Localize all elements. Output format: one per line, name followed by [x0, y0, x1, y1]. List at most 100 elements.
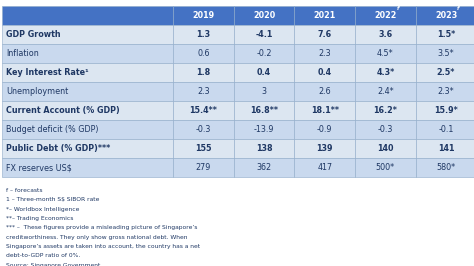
Bar — [234, 63, 294, 82]
Text: 2.6: 2.6 — [319, 87, 331, 96]
Text: 500*: 500* — [376, 163, 395, 172]
Bar — [2, 63, 173, 82]
Text: 18.1**: 18.1** — [310, 106, 339, 115]
Text: Singapore’s assets are taken into account, the country has a net: Singapore’s assets are taken into accoun… — [6, 244, 200, 249]
Bar — [234, 158, 294, 177]
Text: *** –  These figures provide a misleading picture of Singapore’s: *** – These figures provide a misleading… — [6, 226, 197, 230]
Text: 3: 3 — [262, 87, 266, 96]
Text: 16.2*: 16.2* — [374, 106, 397, 115]
Text: -0.3: -0.3 — [196, 125, 211, 134]
Bar — [294, 158, 355, 177]
Bar — [355, 25, 416, 44]
Text: 140: 140 — [377, 144, 393, 153]
Text: 1 – Three-month S$ SIBOR rate: 1 – Three-month S$ SIBOR rate — [6, 197, 99, 202]
Text: creditworthiness. They only show gross national debt. When: creditworthiness. They only show gross n… — [6, 235, 187, 240]
Text: f: f — [457, 6, 459, 11]
Text: 2.3*: 2.3* — [438, 87, 455, 96]
Bar — [294, 139, 355, 158]
Bar — [173, 158, 234, 177]
Bar — [234, 139, 294, 158]
Text: -4.1: -4.1 — [255, 30, 273, 39]
Text: 279: 279 — [196, 163, 211, 172]
Bar — [416, 82, 474, 101]
Bar — [2, 158, 173, 177]
Text: 2023: 2023 — [435, 11, 457, 20]
Bar — [234, 25, 294, 44]
Text: *– Worldbox Intelligence: *– Worldbox Intelligence — [6, 207, 79, 212]
Text: 155: 155 — [195, 144, 211, 153]
Bar — [355, 158, 416, 177]
Text: -0.3: -0.3 — [378, 125, 393, 134]
Bar — [173, 44, 234, 63]
Text: Public Debt (% GDP)***: Public Debt (% GDP)*** — [6, 144, 110, 153]
Text: 1.8: 1.8 — [196, 68, 210, 77]
Bar — [173, 120, 234, 139]
Text: 2022: 2022 — [374, 11, 397, 20]
Text: Inflation: Inflation — [6, 49, 39, 58]
Text: 4.3*: 4.3* — [376, 68, 394, 77]
Bar — [355, 139, 416, 158]
Text: 15.4**: 15.4** — [190, 106, 217, 115]
Text: 16.8**: 16.8** — [250, 106, 278, 115]
Bar — [355, 82, 416, 101]
Bar — [355, 120, 416, 139]
Bar — [2, 82, 173, 101]
Bar — [416, 158, 474, 177]
Text: 2.3: 2.3 — [197, 87, 210, 96]
Bar — [355, 6, 416, 25]
Text: 2020: 2020 — [253, 11, 275, 20]
Text: 2021: 2021 — [314, 11, 336, 20]
Text: 2.4*: 2.4* — [377, 87, 394, 96]
Text: 15.9*: 15.9* — [434, 106, 458, 115]
Bar — [173, 25, 234, 44]
Bar — [355, 101, 416, 120]
Text: 3.5*: 3.5* — [438, 49, 455, 58]
Bar — [2, 6, 173, 25]
Text: 580*: 580* — [437, 163, 456, 172]
Bar — [416, 139, 474, 158]
Text: -0.2: -0.2 — [256, 49, 272, 58]
Text: Budget deficit (% GDP): Budget deficit (% GDP) — [6, 125, 99, 134]
Text: 4.5*: 4.5* — [377, 49, 394, 58]
Bar — [416, 44, 474, 63]
Bar — [355, 63, 416, 82]
Text: 0.4: 0.4 — [318, 68, 332, 77]
Bar — [416, 25, 474, 44]
Text: -13.9: -13.9 — [254, 125, 274, 134]
Text: 0.6: 0.6 — [197, 49, 210, 58]
Text: -0.9: -0.9 — [317, 125, 332, 134]
Text: 1.3: 1.3 — [196, 30, 210, 39]
Bar — [173, 6, 234, 25]
Text: 2.5*: 2.5* — [437, 68, 455, 77]
Text: -0.1: -0.1 — [438, 125, 454, 134]
Text: 141: 141 — [438, 144, 454, 153]
Bar — [416, 120, 474, 139]
Bar — [294, 25, 355, 44]
Bar — [294, 63, 355, 82]
Bar — [173, 82, 234, 101]
Bar — [416, 63, 474, 82]
Text: f – forecasts: f – forecasts — [6, 188, 42, 193]
Bar — [294, 6, 355, 25]
Text: 138: 138 — [255, 144, 273, 153]
Text: 7.6: 7.6 — [318, 30, 332, 39]
Text: f: f — [396, 6, 399, 11]
Text: 3.6: 3.6 — [378, 30, 392, 39]
Bar — [234, 101, 294, 120]
Text: Unemployment: Unemployment — [6, 87, 68, 96]
Text: 2019: 2019 — [192, 11, 214, 20]
Bar — [416, 101, 474, 120]
Text: FX reserves US$: FX reserves US$ — [6, 163, 72, 172]
Bar — [2, 139, 173, 158]
Bar — [2, 25, 173, 44]
Bar — [2, 101, 173, 120]
Bar — [355, 44, 416, 63]
Bar — [294, 120, 355, 139]
Bar — [2, 44, 173, 63]
Text: Current Account (% GDP): Current Account (% GDP) — [6, 106, 120, 115]
Text: Source: Singapore Government: Source: Singapore Government — [6, 263, 100, 266]
Bar — [173, 63, 234, 82]
Text: 1.5*: 1.5* — [437, 30, 455, 39]
Text: **– Trading Economics: **– Trading Economics — [6, 216, 73, 221]
Bar — [234, 6, 294, 25]
